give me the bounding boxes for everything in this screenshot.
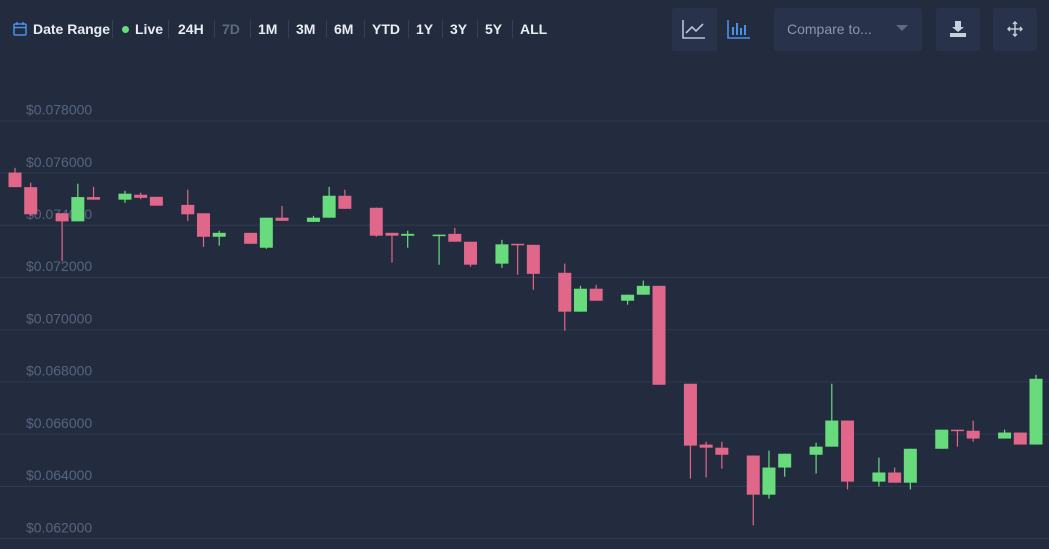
candle-body [825, 420, 839, 447]
range-button[interactable]: 1Y [416, 21, 434, 37]
candle-body [699, 444, 713, 448]
candle-body [495, 244, 509, 264]
range-button[interactable]: ALL [520, 21, 548, 37]
candle-body [338, 195, 352, 209]
candle-body [966, 430, 980, 439]
candle-body [8, 172, 22, 188]
candle-body [888, 472, 902, 483]
candle-body [259, 217, 273, 248]
move-button[interactable] [993, 8, 1037, 51]
candle-body [621, 294, 635, 301]
separator [364, 20, 365, 38]
candle-body [196, 213, 210, 237]
candle-body [275, 217, 289, 221]
separator [408, 20, 409, 38]
candle-body [589, 288, 603, 301]
candle-body [306, 217, 320, 222]
candle-body [903, 448, 917, 483]
candle-body [809, 446, 823, 455]
candle-body [464, 241, 478, 265]
y-tick-label: $0.072000 [26, 258, 92, 274]
candle-body [526, 244, 540, 274]
separator [477, 20, 478, 38]
y-tick-label: $0.078000 [26, 102, 92, 118]
candle-body [715, 447, 729, 455]
candle-body [149, 196, 163, 206]
separator [512, 20, 513, 38]
candle-body [841, 420, 855, 482]
candle-body [778, 453, 792, 468]
candle-body [401, 233, 415, 236]
date-range[interactable]: Date Range [33, 21, 111, 37]
range-button[interactable]: 24H [178, 21, 204, 37]
range-button[interactable]: 1M [258, 21, 278, 37]
range-button[interactable]: 5Y [485, 21, 503, 37]
line-chart-button[interactable] [682, 19, 706, 39]
candle-body [636, 285, 650, 295]
dropdown-arrow [896, 25, 908, 31]
candle-body [1029, 378, 1043, 445]
candle-body [872, 472, 886, 482]
candle-body [369, 207, 383, 236]
range-button[interactable]: YTD [372, 21, 400, 37]
candle-body [118, 193, 132, 200]
candle-body [950, 429, 964, 432]
candle-body [683, 383, 697, 446]
candle-body [746, 455, 760, 495]
candle-body [652, 285, 666, 385]
separator [442, 20, 443, 38]
y-tick-label: $0.070000 [26, 310, 92, 326]
candle-body [998, 432, 1012, 439]
candle-body [432, 234, 446, 237]
candle-body [448, 233, 462, 242]
candle-body [134, 194, 148, 198]
candle-body [55, 213, 69, 222]
y-tick-label: $0.076000 [26, 154, 92, 170]
separator [326, 20, 327, 38]
candle-body [762, 467, 776, 495]
candle-body [573, 288, 587, 312]
range-button[interactable]: 6M [334, 21, 354, 37]
candle-body [87, 197, 101, 200]
range-button[interactable]: 7D [222, 21, 240, 37]
candle-body [24, 187, 38, 215]
live-button[interactable]: Live [135, 21, 164, 37]
candle-body [212, 232, 226, 237]
candle-body [935, 429, 949, 449]
separator [288, 20, 289, 38]
download-button[interactable] [936, 8, 980, 51]
candle-body [511, 243, 525, 246]
compare-label: Compare to... [787, 21, 872, 37]
range-button[interactable]: 3M [296, 21, 316, 37]
candle-body [1013, 432, 1027, 445]
separator [112, 20, 113, 38]
compare-dropdown[interactable]: Compare to... [774, 8, 922, 51]
candle-body [558, 272, 572, 312]
download-icon [950, 21, 966, 37]
separator [168, 20, 169, 38]
y-tick-label: $0.062000 [26, 519, 92, 535]
separator [214, 20, 215, 38]
y-tick-label: $0.064000 [26, 467, 92, 483]
candle-body [322, 195, 336, 218]
range-button[interactable]: 3Y [450, 21, 468, 37]
y-tick-label: $0.066000 [26, 415, 92, 431]
y-tick-label: $0.068000 [26, 363, 92, 379]
separator [250, 20, 251, 38]
chart-type-group [672, 8, 760, 51]
candle-body [71, 197, 85, 222]
candle-body [181, 204, 195, 215]
move-icon [1007, 21, 1023, 37]
active-tab [717, 8, 760, 51]
candle-body [385, 232, 399, 236]
candle-body [244, 232, 258, 244]
candle-chart-button[interactable] [727, 19, 751, 39]
calendar-icon [13, 22, 27, 36]
live-dot [122, 26, 129, 33]
